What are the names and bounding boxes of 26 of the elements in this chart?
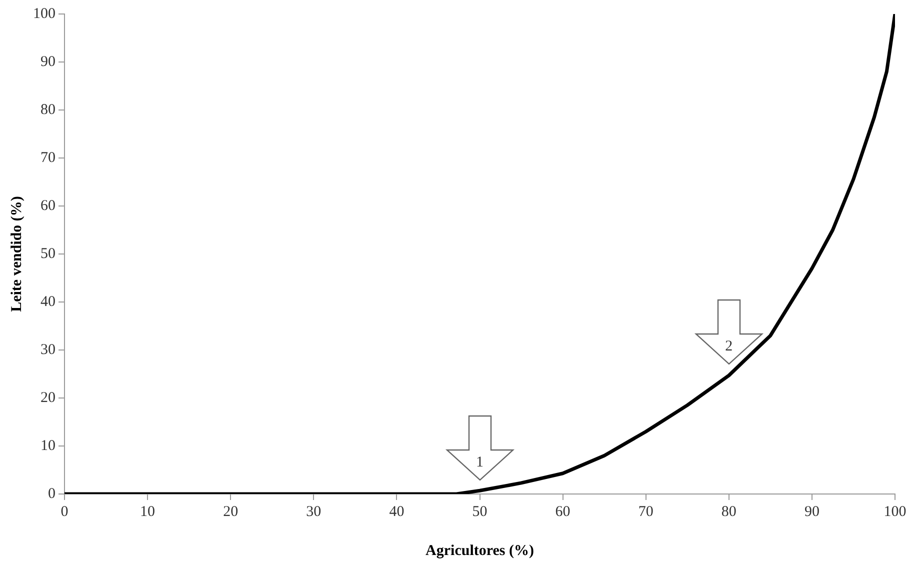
x-tick-label: 10 <box>140 504 156 520</box>
y-tick-label: 0 <box>48 486 56 502</box>
y-tick-label: 60 <box>40 198 56 214</box>
x-tick-label: 20 <box>223 504 238 520</box>
x-tick-label: 40 <box>389 504 404 520</box>
y-tick-label: 100 <box>33 6 56 22</box>
y-tick-label: 70 <box>40 150 56 166</box>
x-tick-label: 90 <box>804 504 820 520</box>
x-tick-label: 30 <box>306 504 322 520</box>
y-tick-label: 30 <box>40 342 56 358</box>
x-tick-label: 100 <box>884 504 906 520</box>
y-tick-label: 40 <box>40 294 56 310</box>
y-tick-label: 50 <box>40 246 56 262</box>
y-axis-title: Leite vendido (%) <box>8 196 25 312</box>
x-tick-label: 80 <box>721 504 736 520</box>
x-tick-label: 50 <box>472 504 488 520</box>
x-tick-label: 60 <box>555 504 570 520</box>
y-tick-label: 90 <box>40 54 56 70</box>
y-tick-label: 20 <box>40 390 56 406</box>
y-tick-label: 80 <box>40 102 56 118</box>
x-axis-title: Agricultores (%) <box>426 542 534 559</box>
annotation: 1 <box>476 454 484 472</box>
annotation: 2 <box>725 338 733 356</box>
x-tick-label: 70 <box>638 504 654 520</box>
x-tick-label: 0 <box>60 504 68 520</box>
y-tick-label: 10 <box>40 438 56 454</box>
